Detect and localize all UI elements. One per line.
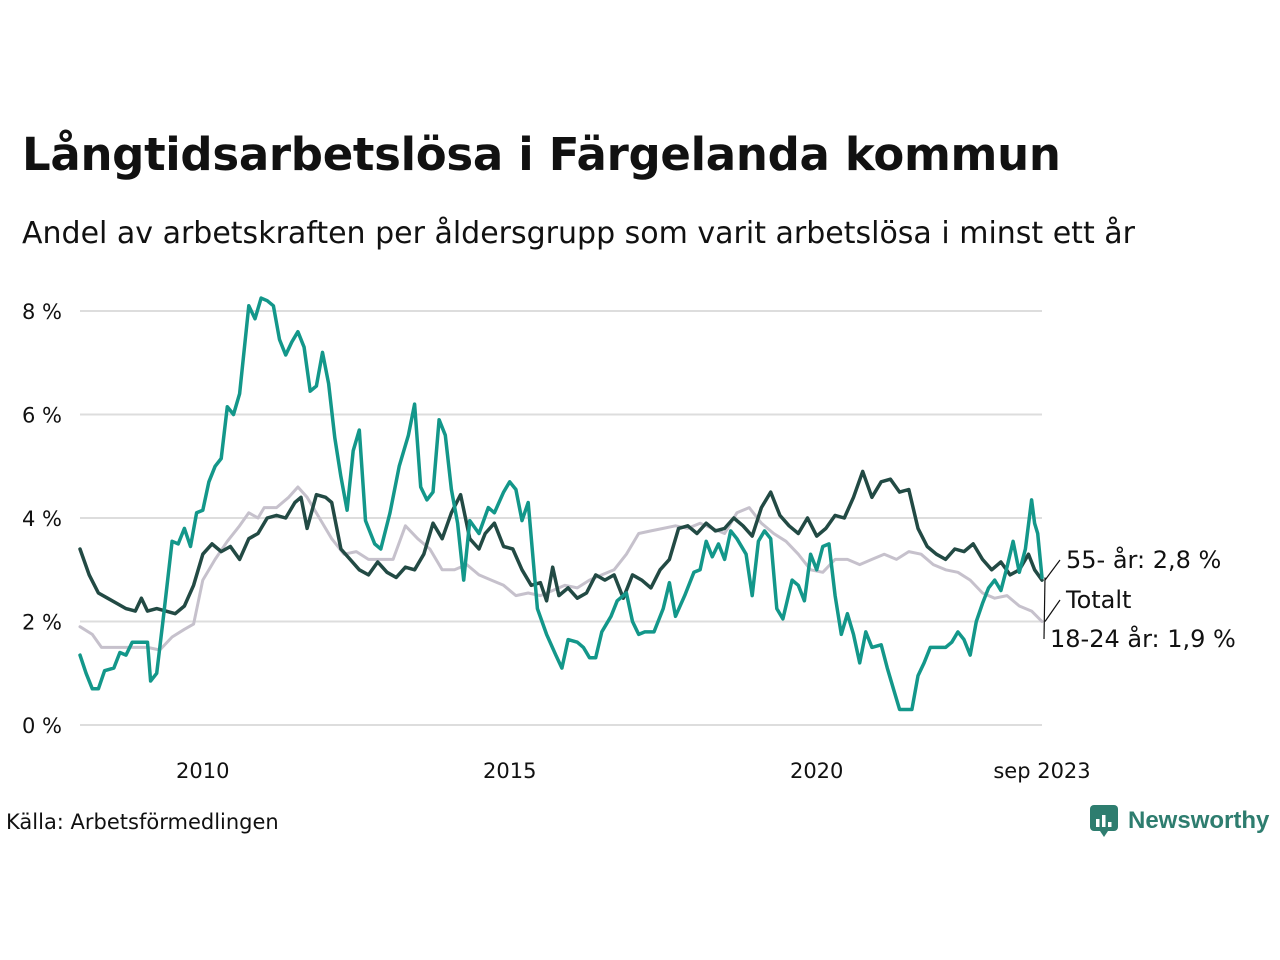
x-tick-label: 2010 (176, 759, 229, 783)
brand-name: Newsworthy (1128, 807, 1270, 834)
y-tick-label: 6 % (22, 404, 62, 428)
newsworthy-logo: Newsworthy (1088, 803, 1269, 839)
series-line-old (78, 469, 1044, 616)
y-tick-label: 2 % (22, 611, 62, 635)
gridlines (80, 310, 1042, 726)
source-note: Källa: Arbetsförmedlingen (6, 810, 279, 834)
y-tick-label: 4 % (22, 507, 62, 531)
series-line-total (78, 485, 1044, 652)
series-label-total: Totalt (1065, 586, 1131, 614)
series-lines (78, 296, 1044, 712)
series-labels: Totalt 55- år: 2,8 % 18-24 år: 1,9 % (1043, 545, 1236, 653)
chart-subtitle: Andel av arbetskraften per åldersgrupp s… (22, 216, 1135, 251)
x-axis-ticks: 2010 2015 2020 sep 2023 (176, 759, 1091, 783)
y-axis-ticks: 0 % 2 % 4 % 6 % 8 % (22, 300, 62, 738)
x-tick-label: 2015 (483, 759, 536, 783)
x-tick-label: 2020 (790, 759, 843, 783)
leader-line-total (1044, 599, 1061, 622)
leader-line-young (1043, 577, 1046, 640)
y-tick-label: 0 % (22, 714, 62, 738)
series-label-young: 18-24 år: 1,9 % (1050, 624, 1236, 653)
newsworthy-icon (1090, 805, 1118, 837)
series-label-old: 55- år: 2,8 % (1066, 545, 1221, 574)
x-tick-label: sep 2023 (993, 759, 1090, 783)
series-line-young (78, 296, 1044, 712)
y-tick-label: 8 % (22, 300, 62, 324)
leader-line-old (1044, 559, 1061, 581)
chart-title: Långtidsarbetslösa i Färgelanda kommun (22, 128, 1061, 181)
